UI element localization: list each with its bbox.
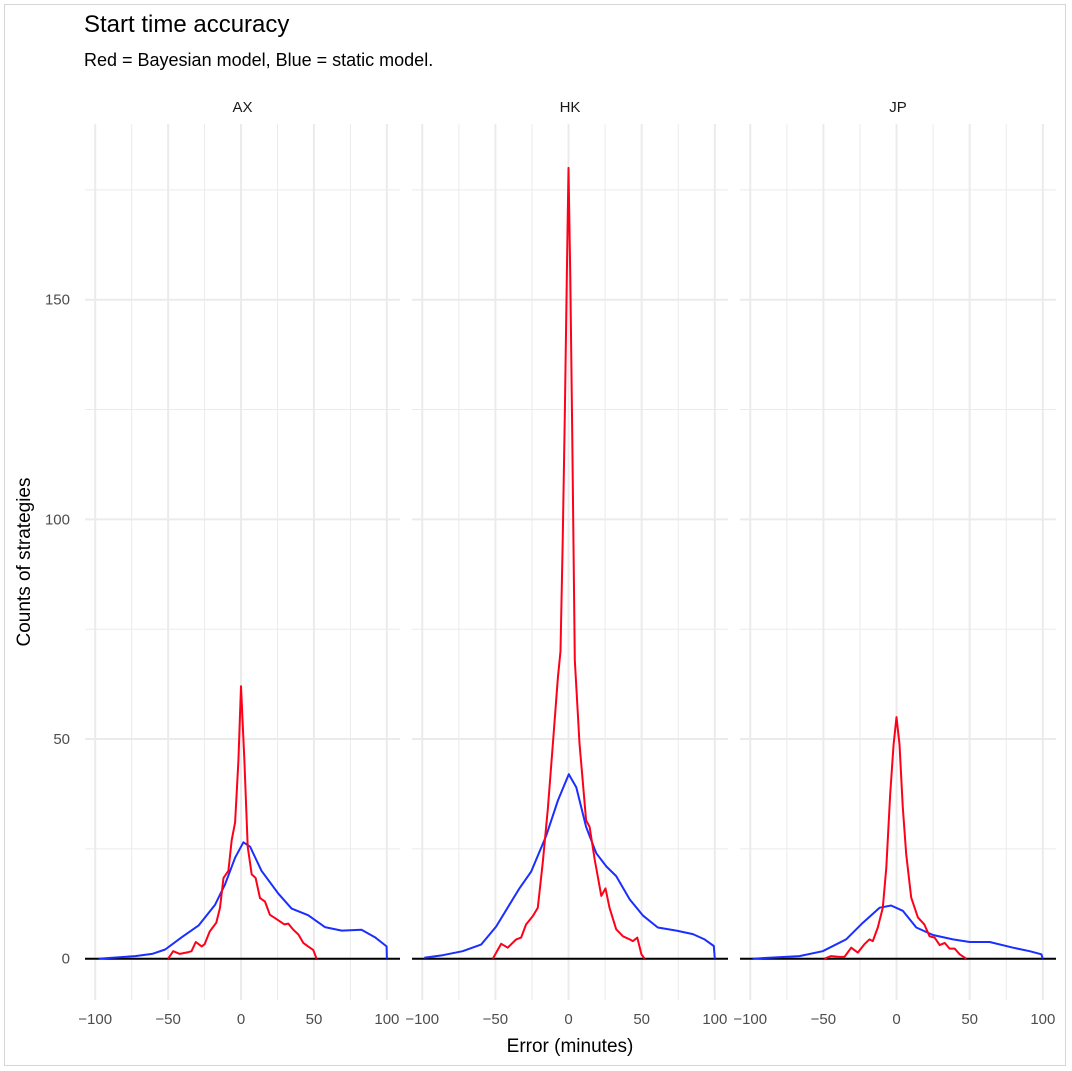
static-density-line [752,904,1044,960]
facet-strip-label: JP [889,99,907,116]
y-axis-label: Counts of strategies [14,478,35,647]
facet-panel-jp: JP −100 −50 0 50 100 [733,99,1056,1028]
x-tick-label: −50 [155,1011,180,1028]
x-tick-label: −100 [733,1011,767,1028]
facet-panel-ax: AX −100 −50 0 50 100 [78,99,400,1028]
x-tick-label: −100 [78,1011,112,1028]
bayesian-density-line [491,166,646,960]
x-tick-label: 100 [702,1011,727,1028]
x-tick-label: 100 [374,1011,399,1028]
bayesian-density-line [824,716,967,960]
y-tick-label: 100 [45,511,70,528]
chart-title: Start time accuracy [84,11,290,38]
x-axis-label: Error (minutes) [507,1036,634,1057]
chart-subtitle: Red = Bayesian model, Blue = static mode… [84,50,434,70]
y-tick-label: 0 [62,951,70,968]
x-tick-label: 0 [237,1011,245,1028]
x-tick-label: 50 [633,1011,650,1028]
y-tick-label: 150 [45,292,70,309]
static-density-line [424,773,716,959]
static-density-line [98,841,388,960]
x-tick-label: 50 [306,1011,323,1028]
chart-frame [4,4,1066,1066]
x-tick-label: −50 [811,1011,836,1028]
x-tick-label: 0 [892,1011,900,1028]
bayesian-density-line [167,685,318,960]
x-tick-label: −100 [405,1011,439,1028]
y-tick-label: 50 [53,731,70,748]
x-tick-label: 50 [961,1011,978,1028]
facet-panel-hk: HK −100 −50 0 50 100 [405,99,728,1028]
x-tick-label: 0 [564,1011,572,1028]
x-tick-label: −50 [483,1011,508,1028]
facet-strip-label: HK [560,99,581,116]
x-tick-label: 100 [1030,1011,1055,1028]
facet-strip-label: AX [232,99,252,116]
